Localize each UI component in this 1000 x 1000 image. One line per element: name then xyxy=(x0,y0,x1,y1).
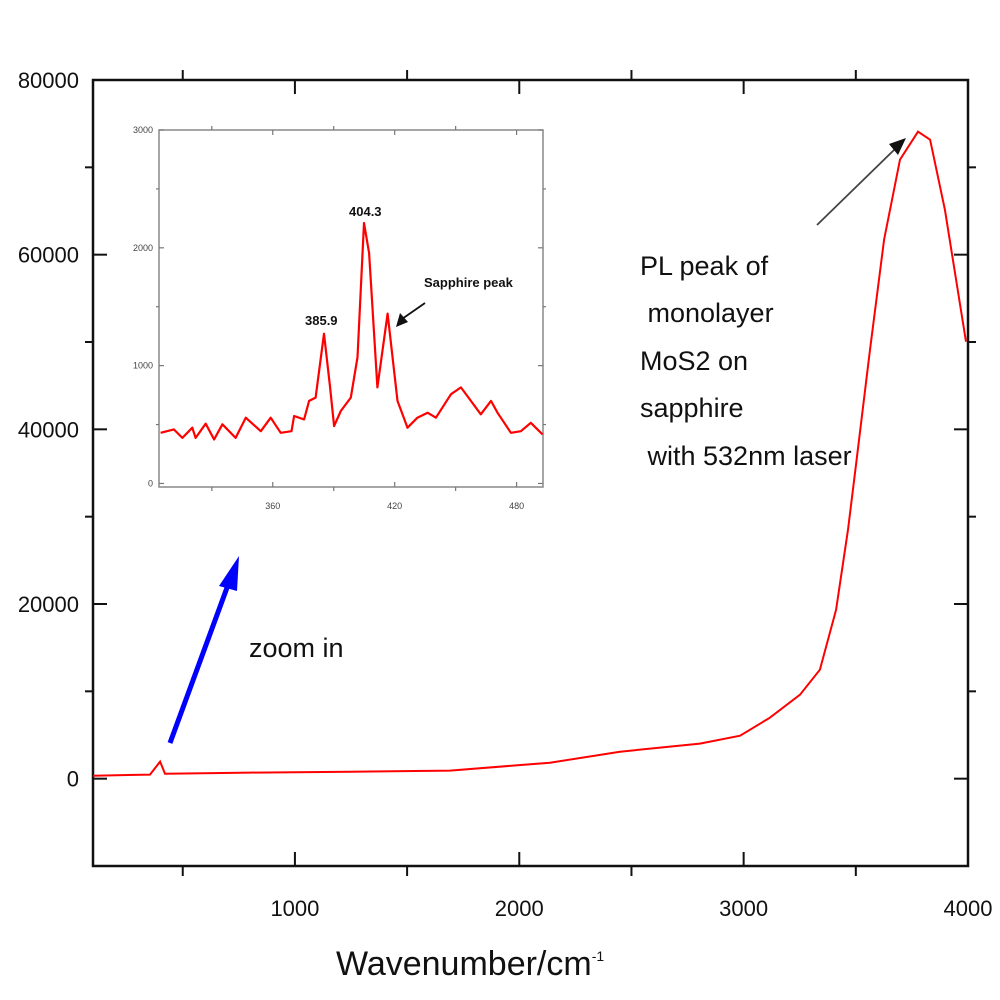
zoom-in-arrow-head-icon xyxy=(219,556,239,591)
pl-peak-annotation: PL peak of monolayer MoS2 on sapphire wi… xyxy=(640,138,906,471)
inset-background xyxy=(159,130,543,487)
x-tick-label: 4000 xyxy=(944,896,993,921)
inset-chart: 360 420 480 0 1000 2000 3000 385.9 404.3 Sapph… xyxy=(133,125,546,511)
y-tick-label: 60000 xyxy=(18,243,79,268)
sapphire-peak-arrow-shaft xyxy=(401,302,426,320)
pl-peak-label-line-1: PL peak of xyxy=(640,251,769,281)
inset-axis-ticks xyxy=(156,126,546,491)
pl-peak-label-line-2: monolayer xyxy=(640,298,774,328)
zoom-in-label: zoom in xyxy=(249,633,344,663)
inset-y-tick-label: 0 xyxy=(148,478,153,488)
pl-peak-label-line-4: sapphire xyxy=(640,393,744,423)
y-tick-label: 0 xyxy=(67,767,79,792)
inset-y-tick-label: 1000 xyxy=(133,361,153,371)
pl-peak-label-line-5: with 532nm laser xyxy=(640,441,852,471)
x-tick-label: 3000 xyxy=(719,896,768,921)
inset-x-tick-label: 480 xyxy=(509,501,524,511)
zoom-in-arrow-shaft xyxy=(167,584,231,744)
pl-peak-arrow-shaft xyxy=(816,148,896,226)
y-tick-label: 20000 xyxy=(18,592,79,617)
pl-peak-label-line-3: MoS2 on xyxy=(640,346,748,376)
x-tick-label: 1000 xyxy=(270,896,319,921)
sapphire-peak-arrow-head-icon xyxy=(396,313,408,327)
peak-385-label: 385.9 xyxy=(305,313,338,328)
inset-axis-labels: 360 420 480 0 1000 2000 3000 xyxy=(133,125,524,511)
main-series-line xyxy=(92,130,967,777)
inset-x-tick-label: 420 xyxy=(387,501,402,511)
y-tick-label: 40000 xyxy=(18,417,79,442)
inset-y-tick-label: 3000 xyxy=(133,125,153,135)
inset-x-tick-label: 360 xyxy=(265,501,280,511)
main-axis-ticks xyxy=(85,70,976,876)
zoom-in-annotation: zoom in xyxy=(167,556,344,744)
y-tick-label: 80000 xyxy=(18,68,79,93)
pl-peak-arrow-head-icon xyxy=(889,138,906,155)
x-axis-title: Wavenumber/cm-1 xyxy=(336,945,604,983)
peak-404-label: 404.3 xyxy=(349,204,382,219)
inset-series-line xyxy=(160,221,544,441)
main-plot-frame xyxy=(91,78,970,868)
x-tick-label: 2000 xyxy=(495,896,544,921)
inset-y-tick-label: 2000 xyxy=(133,243,153,253)
x-axis-title-superscript: -1 xyxy=(592,948,605,964)
sapphire-peak-label: Sapphire peak xyxy=(424,275,514,290)
inset-plot-frame xyxy=(158,129,544,488)
